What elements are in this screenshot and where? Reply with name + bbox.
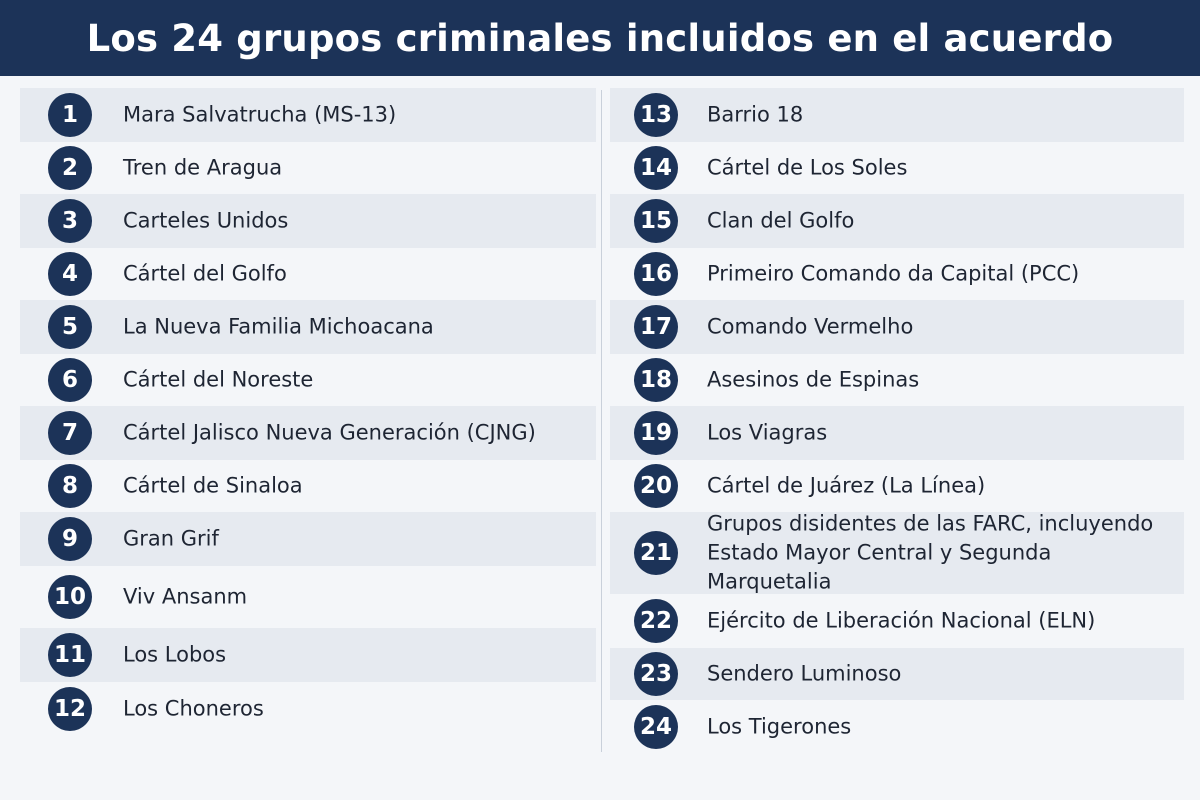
header-bar: Los 24 grupos criminales incluidos en el… [0,0,1200,76]
list-item: 24 Los Tigerones [610,700,1184,754]
number-badge: 6 [48,358,92,402]
group-name: Viv Ansanm [123,584,248,609]
list-item: 19 Los Viagras [610,406,1184,460]
list-item: 3 Carteles Unidos [20,194,596,248]
group-name: Cártel de Sinaloa [123,473,303,498]
group-name: Gran Grif [123,526,219,551]
group-name: Clan del Golfo [707,208,855,233]
list-item: 21 Grupos disidentes de las FARC, incluy… [610,512,1184,594]
list-item: 17 Comando Vermelho [610,300,1184,354]
column-divider [601,90,602,752]
list-item: 18 Asesinos de Espinas [610,354,1184,406]
number-badge: 16 [634,252,678,296]
group-name: Los Lobos [123,642,227,667]
list-item: 2 Tren de Aragua [20,142,596,194]
number-badge: 23 [634,652,678,696]
list-item: 15 Clan del Golfo [610,194,1184,248]
list-item: 11 Los Lobos [20,628,596,682]
group-name: Barrio 18 [707,102,804,127]
group-name: Asesinos de Espinas [707,367,920,392]
list-item: 16 Primeiro Comando da Capital (PCC) [610,248,1184,300]
number-badge: 7 [48,411,92,455]
number-badge: 24 [634,705,678,749]
group-name: Ejército de Liberación Nacional (ELN) [707,608,1096,633]
list-item: 7 Cártel Jalisco Nueva Generación (CJNG) [20,406,596,460]
group-name: Tren de Aragua [123,155,283,180]
group-name: Cártel del Golfo [123,261,287,286]
number-badge: 17 [634,305,678,349]
page-title: Los 24 grupos criminales incluidos en el… [86,16,1114,60]
number-badge: 1 [48,93,92,137]
list-item: 6 Cártel del Noreste [20,354,596,406]
number-badge: 21 [634,531,678,575]
list-item: 5 La Nueva Familia Michoacana [20,300,596,354]
number-badge: 4 [48,252,92,296]
number-badge: 11 [48,633,92,677]
number-badge: 22 [634,599,678,643]
number-badge: 20 [634,464,678,508]
list-item: 9 Gran Grif [20,512,596,566]
group-name: Cártel del Noreste [123,367,314,392]
group-name: Comando Vermelho [707,314,914,339]
number-badge: 5 [48,305,92,349]
number-badge: 18 [634,358,678,402]
list-item: 13 Barrio 18 [610,88,1184,142]
group-name: Sendero Luminoso [707,661,902,686]
list-item: 14 Cártel de Los Soles [610,142,1184,194]
list-item: 12 Los Choneros [20,682,596,736]
number-badge: 14 [634,146,678,190]
group-name: Los Choneros [123,696,264,721]
number-badge: 19 [634,411,678,455]
group-name: La Nueva Familia Michoacana [123,314,434,339]
number-badge: 2 [48,146,92,190]
group-name: Carteles Unidos [123,208,289,233]
number-badge: 8 [48,464,92,508]
list-item: 8 Cártel de Sinaloa [20,460,596,512]
number-badge: 3 [48,199,92,243]
group-name: Los Viagras [707,420,828,445]
list-item: 20 Cártel de Juárez (La Línea) [610,460,1184,512]
list-item: 22 Ejército de Liberación Nacional (ELN) [610,594,1184,648]
group-name: Cártel de Los Soles [707,155,908,180]
list-item: 4 Cártel del Golfo [20,248,596,300]
group-name: Mara Salvatrucha (MS-13) [123,102,397,127]
group-name: Cártel Jalisco Nueva Generación (CJNG) [123,420,536,445]
number-badge: 10 [48,575,92,619]
list-item: 1 Mara Salvatrucha (MS-13) [20,88,596,142]
group-name: Primeiro Comando da Capital (PCC) [707,261,1080,286]
group-name: Cártel de Juárez (La Línea) [707,473,986,498]
number-badge: 12 [48,687,92,731]
group-name: Los Tigerones [707,714,852,739]
list-item: 10 Viv Ansanm [20,566,596,628]
list-item: 23 Sendero Luminoso [610,648,1184,700]
number-badge: 13 [634,93,678,137]
number-badge: 15 [634,199,678,243]
group-name: Grupos disidentes de las FARC, incluyend… [707,511,1154,594]
number-badge: 9 [48,517,92,561]
